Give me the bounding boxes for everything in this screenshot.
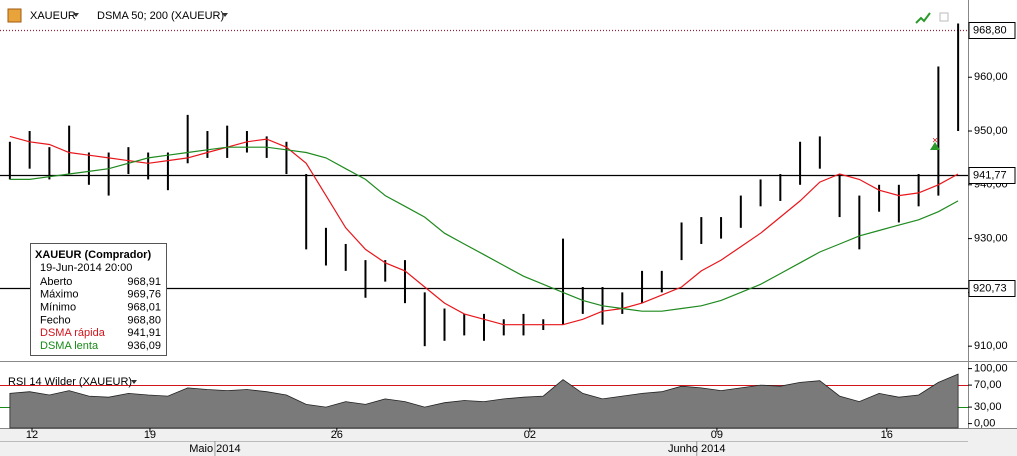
info-value: 968,01 (127, 302, 161, 314)
price-label-box (968, 280, 1016, 297)
info-box-frame (30, 243, 167, 356)
trend-icon[interactable] (915, 12, 931, 24)
symbol-icon[interactable] (7, 8, 22, 23)
info-value: 936,09 (127, 340, 161, 352)
moving-average (9, 135, 959, 326)
window-button[interactable] (939, 12, 949, 22)
signal-marker-x: × (932, 136, 938, 147)
y-tick-label: 950,00 (974, 125, 1008, 137)
indicator[interactable]: DSMA 50; 200 (XAUEUR) (97, 10, 224, 22)
x-tick-label: 16 (881, 429, 893, 441)
info-label: DSMA lenta (40, 340, 99, 352)
x-tick-label: 12 (26, 429, 38, 441)
x-tick-label: 02 (524, 429, 536, 441)
toolbar: XAUEUR DSMA 50; 200 (XAUEUR) × (7, 8, 949, 150)
info-value: 968,80 (127, 314, 161, 326)
price-label-box (968, 167, 1016, 184)
info-title: XAUEUR (Comprador) (35, 249, 151, 261)
price-label: 941,77 (973, 169, 1007, 181)
dropdown-arrow[interactable] (73, 13, 79, 17)
symbol[interactable]: XAUEUR (30, 10, 76, 22)
month-label: Junho 2014 (668, 443, 726, 455)
info-value: 941,91 (127, 327, 161, 339)
info-label: DSMA rápida (40, 327, 106, 339)
info-label: Aberto (40, 276, 72, 288)
dropdown-arrow[interactable] (222, 13, 228, 17)
price-panel: 910,00920,00930,00940,00950,00960,00968,… (0, 22, 1016, 352)
y-tick-label: 910,00 (974, 340, 1008, 352)
moving-average (9, 146, 959, 312)
price-label-box (968, 22, 1016, 39)
info-value: 968,91 (127, 276, 161, 288)
price-label: 920,73 (973, 282, 1007, 294)
info-rows: Aberto 968,91 Máximo 969,76 Mínimo 968,01 Fech… (40, 276, 161, 352)
dropdown-arrow (131, 380, 137, 384)
y-tick-label: 930,00 (974, 232, 1008, 244)
y-tick-label: 100,00 (974, 363, 1008, 375)
rsi-area (9, 373, 959, 429)
rsi-panel: 0,00 30,00 70,00 100,00 RSI 14 Wilder (XAUEU… (0, 363, 1008, 456)
rsi-title: RSI 14 Wilder (XAUEUR) (8, 376, 132, 388)
info-date: 19-Jun-2014 20:00 (40, 262, 132, 274)
y-tick-label: 30,00 (974, 401, 1002, 413)
info-label: Fecho (40, 314, 71, 326)
y-tick-label: 0,00 (974, 418, 995, 430)
price-label: 968,80 (973, 24, 1007, 36)
info-label: Máximo (40, 289, 79, 301)
y-tick-label: 960,00 (974, 71, 1008, 83)
info-box: XAUEUR (Comprador) 19-Jun-2014 20:00 Abe… (30, 243, 167, 356)
signal-marker (930, 142, 940, 150)
x-tick-label: 26 (331, 429, 343, 441)
y-tick-label: 70,00 (974, 379, 1002, 391)
info-label: Mínimo (40, 302, 76, 314)
month-label: Maio 2014 (189, 443, 240, 455)
x-tick-label: 19 (144, 429, 156, 441)
x-tick-label: 09 (711, 429, 723, 441)
info-value: 969,76 (127, 289, 161, 301)
